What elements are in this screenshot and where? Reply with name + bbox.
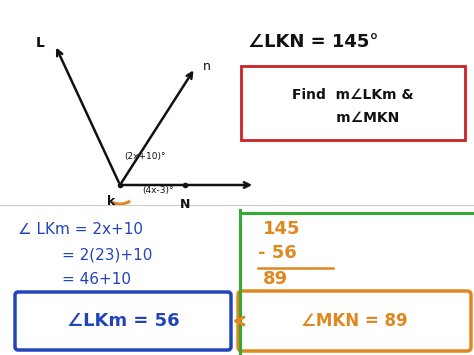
Text: k: k bbox=[107, 195, 115, 208]
Text: (2x+10)°: (2x+10)° bbox=[124, 153, 165, 162]
Text: n: n bbox=[203, 60, 211, 72]
Text: ∠LKN = 145°: ∠LKN = 145° bbox=[248, 33, 379, 51]
Text: ∠MKN = 89: ∠MKN = 89 bbox=[301, 312, 408, 330]
Text: = 46+10: = 46+10 bbox=[62, 272, 131, 287]
Text: L: L bbox=[36, 36, 45, 50]
Text: N: N bbox=[180, 198, 190, 211]
Text: ∠LKm = 56: ∠LKm = 56 bbox=[67, 312, 179, 330]
Text: 145: 145 bbox=[263, 220, 301, 238]
Text: (4x-3)°: (4x-3)° bbox=[142, 186, 173, 195]
FancyBboxPatch shape bbox=[15, 292, 231, 350]
Text: m∠MKN: m∠MKN bbox=[307, 111, 399, 125]
Text: 89: 89 bbox=[263, 270, 288, 288]
Text: - 56: - 56 bbox=[258, 244, 297, 262]
FancyBboxPatch shape bbox=[238, 291, 471, 351]
FancyBboxPatch shape bbox=[241, 66, 465, 140]
Text: ∠ LKm = 2x+10: ∠ LKm = 2x+10 bbox=[18, 222, 143, 237]
Text: Find  m∠LKm &: Find m∠LKm & bbox=[292, 88, 414, 102]
Text: = 2(23)+10: = 2(23)+10 bbox=[62, 248, 152, 263]
